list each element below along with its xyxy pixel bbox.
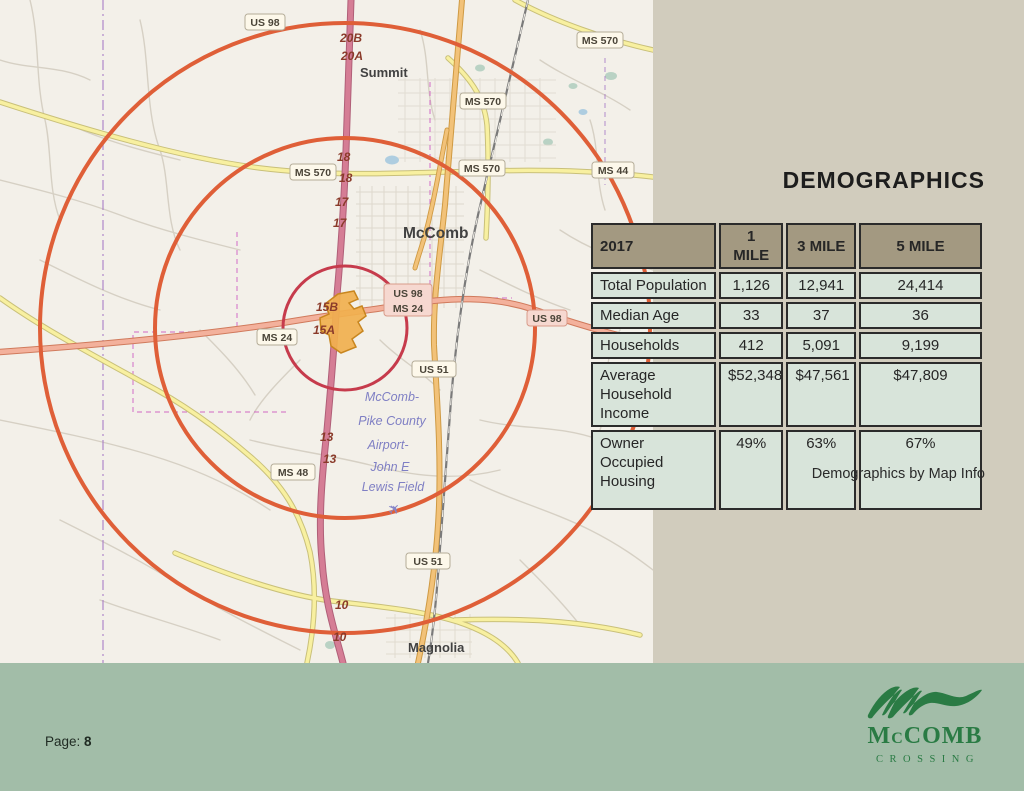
logo-name-small-c: C (891, 730, 904, 747)
cell-value: 24,414 (859, 272, 982, 299)
exit-label: 20A (340, 49, 363, 63)
row-label: Households (591, 332, 716, 359)
row-label: Total Population (591, 272, 716, 299)
col-header-3mile: 3 MILE (786, 223, 856, 269)
cell-value: 412 (719, 332, 784, 359)
shield-us51-mid: US 51 (412, 361, 456, 377)
table-row: Total Population 1,126 12,941 24,414 (591, 272, 982, 299)
exit-label: 13 (323, 452, 337, 466)
cell-value: 5,091 (786, 332, 856, 359)
cell-value: $52,348 (719, 362, 784, 427)
shield-ms570-east: MS 570 (459, 160, 505, 176)
airport-label-line: Airport- (367, 438, 409, 452)
shield-ms570-upper: MS 570 (460, 93, 506, 109)
table-row: Average Household Income $52,348 $47,561… (591, 362, 982, 427)
mccomb-crossing-logo: MCCOMB CROSSING (850, 679, 1000, 765)
exit-label: 18 (339, 171, 353, 185)
table-row: Households 412 5,091 9,199 (591, 332, 982, 359)
cell-value: 37 (786, 302, 856, 329)
shield-label: US 51 (413, 556, 442, 568)
airport-label-line: Pike County (358, 414, 426, 428)
cell-value: $47,809 (859, 362, 982, 427)
airport-label-line: McComb- (365, 390, 419, 404)
map-water (325, 65, 617, 650)
exit-label: 20B (339, 31, 362, 45)
exit-label: 10 (333, 630, 347, 644)
map-canvas: US 98 MS 570 MS 570 MS 570 MS 570 MS 44 … (0, 0, 653, 663)
cell-value: 9,199 (859, 332, 982, 359)
shield-label: US 98 (532, 313, 561, 325)
exit-label: 17 (335, 195, 350, 209)
shield-us98-nw: US 98 (245, 14, 285, 30)
shield-label: MS 570 (295, 167, 331, 179)
airport-label-line: Lewis Field (362, 480, 426, 494)
airplane-icon: ✈ (384, 499, 405, 520)
table-row: Median Age 33 37 36 (591, 302, 982, 329)
shield-label: MS 570 (582, 35, 618, 47)
row-label: Owner Occupied Housing (591, 430, 716, 510)
shield-ms48: MS 48 (271, 464, 315, 480)
page-title: DEMOGRAPHICS (783, 167, 985, 194)
shield-label: MS 24 (393, 303, 424, 315)
shield-label: US 98 (250, 17, 279, 29)
shield-label: US 98 (393, 288, 422, 300)
col-header-1mile: 1 MILE (719, 223, 784, 269)
shield-ms570-west: MS 570 (290, 164, 336, 180)
map-attribution: Demographics by Map Info (812, 466, 985, 482)
logo-swoosh-icon (866, 679, 984, 719)
col-header-5mile: 5 MILE (859, 223, 982, 269)
shield-label: MS 570 (464, 163, 500, 175)
shield-label: MS 24 (262, 332, 293, 344)
shield-ms44: MS 44 (592, 162, 634, 178)
page-number-value: 8 (84, 734, 92, 749)
row-label: Average Household Income (591, 362, 716, 427)
shield-us98-ms24-combo: US 98 MS 24 (384, 284, 432, 316)
logo-subtitle: CROSSING (850, 754, 1000, 765)
shield-label: MS 44 (598, 165, 629, 177)
city-label-mccomb: McComb (403, 225, 468, 242)
col-header-year: 2017 (591, 223, 716, 269)
logo-name: MCCOMB (850, 724, 1000, 751)
city-label-magnolia: Magnolia (408, 640, 465, 655)
city-label-summit: Summit (360, 65, 408, 80)
logo-name-prefix: M (868, 723, 892, 749)
cell-value: 33 (719, 302, 784, 329)
exit-label: 15B (316, 300, 338, 314)
cell-value: 36 (859, 302, 982, 329)
exit-label: 18 (337, 150, 351, 164)
cell-value: 49% (719, 430, 784, 510)
exit-label: 17 (333, 216, 348, 230)
shield-label: MS 48 (278, 467, 309, 479)
shield-us98-east: US 98 (527, 310, 567, 326)
shield-label: US 51 (419, 364, 448, 376)
shield-us51-south: US 51 (406, 553, 450, 569)
shield-label: MS 570 (465, 96, 501, 108)
exit-label: 10 (335, 598, 349, 612)
exit-label: 15A (313, 323, 335, 337)
cell-value: 12,941 (786, 272, 856, 299)
page-number: Page: 8 (45, 734, 92, 749)
exit-label: 13 (320, 430, 334, 444)
shield-ms570-ne: MS 570 (577, 32, 623, 48)
cell-value: 1,126 (719, 272, 784, 299)
shield-ms24: MS 24 (257, 329, 297, 345)
page-number-label: Page: (45, 734, 80, 749)
radius-map: US 98 MS 570 MS 570 MS 570 MS 570 MS 44 … (0, 0, 653, 663)
footer-bar: Page: 8 MCCOMB CROSSING (0, 663, 1024, 791)
cell-value: $47,561 (786, 362, 856, 427)
logo-name-rest: COMB (904, 723, 983, 749)
airport-label-line: John E (370, 460, 411, 474)
airport-label: McComb- Pike County Airport- John E Lewi… (358, 390, 426, 520)
table-header-row: 2017 1 MILE 3 MILE 5 MILE (591, 223, 982, 269)
row-label: Median Age (591, 302, 716, 329)
